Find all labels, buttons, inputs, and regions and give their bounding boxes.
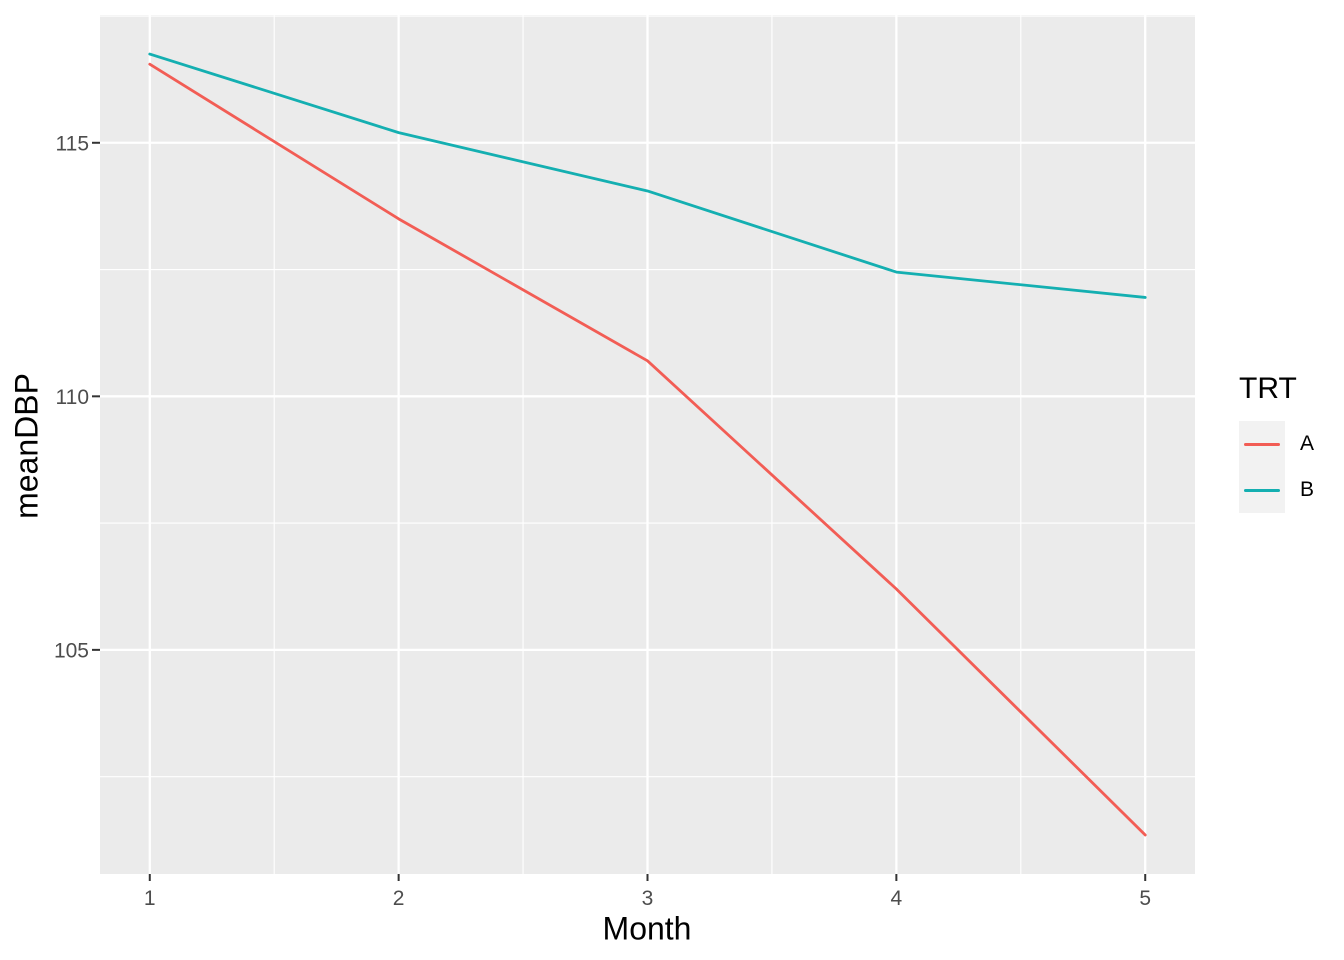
x-tick-label: 1 [144,887,156,910]
series-line-B [148,52,1147,299]
legend-item-A: A [1239,421,1314,467]
legend-title: TRT [1239,372,1297,405]
legend-item-B: B [1239,467,1314,513]
x-tick-label: 4 [891,887,903,910]
x-axis-title: Month [602,910,692,947]
x-tick-label: 5 [1139,887,1151,910]
legend-key-swatch [1239,467,1285,513]
y-tick-label: 110 [56,386,89,409]
legend-item-label: A [1300,432,1315,455]
legend-key-line-icon [1244,488,1280,492]
series-line-A [148,62,1147,837]
legend-key-line-icon [1244,442,1280,446]
legend-key-swatch [1239,421,1285,467]
legend-item-label: B [1300,478,1315,501]
y-tick-label: 115 [56,132,89,155]
x-tick-label: 2 [393,887,405,910]
y-tick-label: 105 [54,639,89,662]
y-axis-title: meanDBP [8,373,45,519]
x-tick-label: 3 [642,887,654,910]
